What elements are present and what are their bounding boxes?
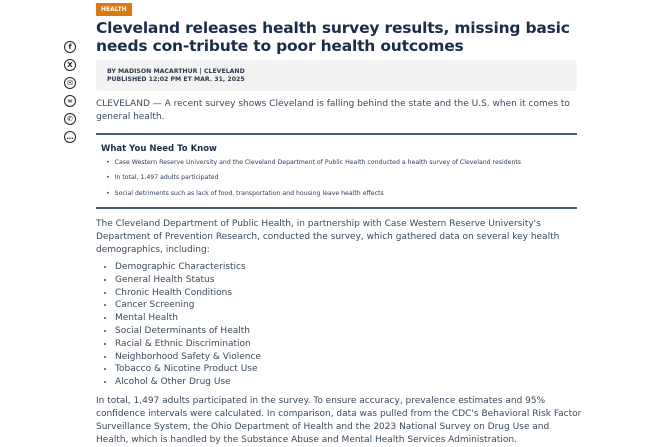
facebook-icon[interactable]: f: [64, 41, 76, 53]
list-item: Mental Health: [115, 312, 261, 325]
email-icon[interactable]: ✉: [64, 77, 76, 89]
byline: BY MADISON MACARTHUR | CLEVELAND: [107, 68, 245, 75]
list-item: Social Determinants of Health: [115, 325, 261, 338]
list-item: Chronic Health Conditions: [115, 287, 261, 300]
list-item: General Health Status: [115, 274, 261, 287]
list-item: Cancer Screening: [115, 299, 261, 312]
list-item: Tobacco & Nicotine Product Use: [115, 363, 261, 376]
list-item: Alcohol & Other Drug Use: [115, 376, 261, 389]
whatsapp-icon[interactable]: ✆: [64, 113, 76, 125]
know-item: In total, 1,497 adults participated: [106, 174, 219, 181]
comment-icon[interactable]: …: [64, 131, 76, 143]
know-item: Case Western Reserve University and the …: [106, 159, 521, 166]
list-item: Neighborhood Safety & Violence: [115, 351, 261, 364]
divider: [96, 133, 577, 135]
share-bar: f X ✉ ∞ ✆ …: [64, 41, 76, 149]
body-paragraph: The Cleveland Department of Public Healt…: [96, 219, 560, 255]
headline: Cleveland releases health survey results…: [96, 19, 570, 55]
article-meta: BY MADISON MACARTHUR | CLEVELAND PUBLISH…: [96, 60, 577, 91]
category-tag[interactable]: HEALTH: [96, 3, 132, 16]
body-paragraph: In total, 1,497 adults participated in t…: [96, 396, 582, 445]
know-item: Social detriments such as lack of food, …: [106, 190, 384, 197]
demographics-list: Demographic Characteristics General Heal…: [101, 261, 261, 389]
divider: [96, 207, 577, 209]
x-icon[interactable]: X: [64, 59, 76, 71]
link-icon[interactable]: ∞: [64, 95, 76, 107]
lead-paragraph: CLEVELAND — A recent survey shows Clevel…: [96, 99, 570, 122]
published-date: PUBLISHED 12:02 PM ET MAR. 31, 2025: [107, 76, 245, 83]
list-item: Demographic Characteristics: [115, 261, 261, 274]
list-item: Racial & Ethnic Discrimination: [115, 338, 261, 351]
know-title: What You Need To Know: [101, 144, 217, 154]
